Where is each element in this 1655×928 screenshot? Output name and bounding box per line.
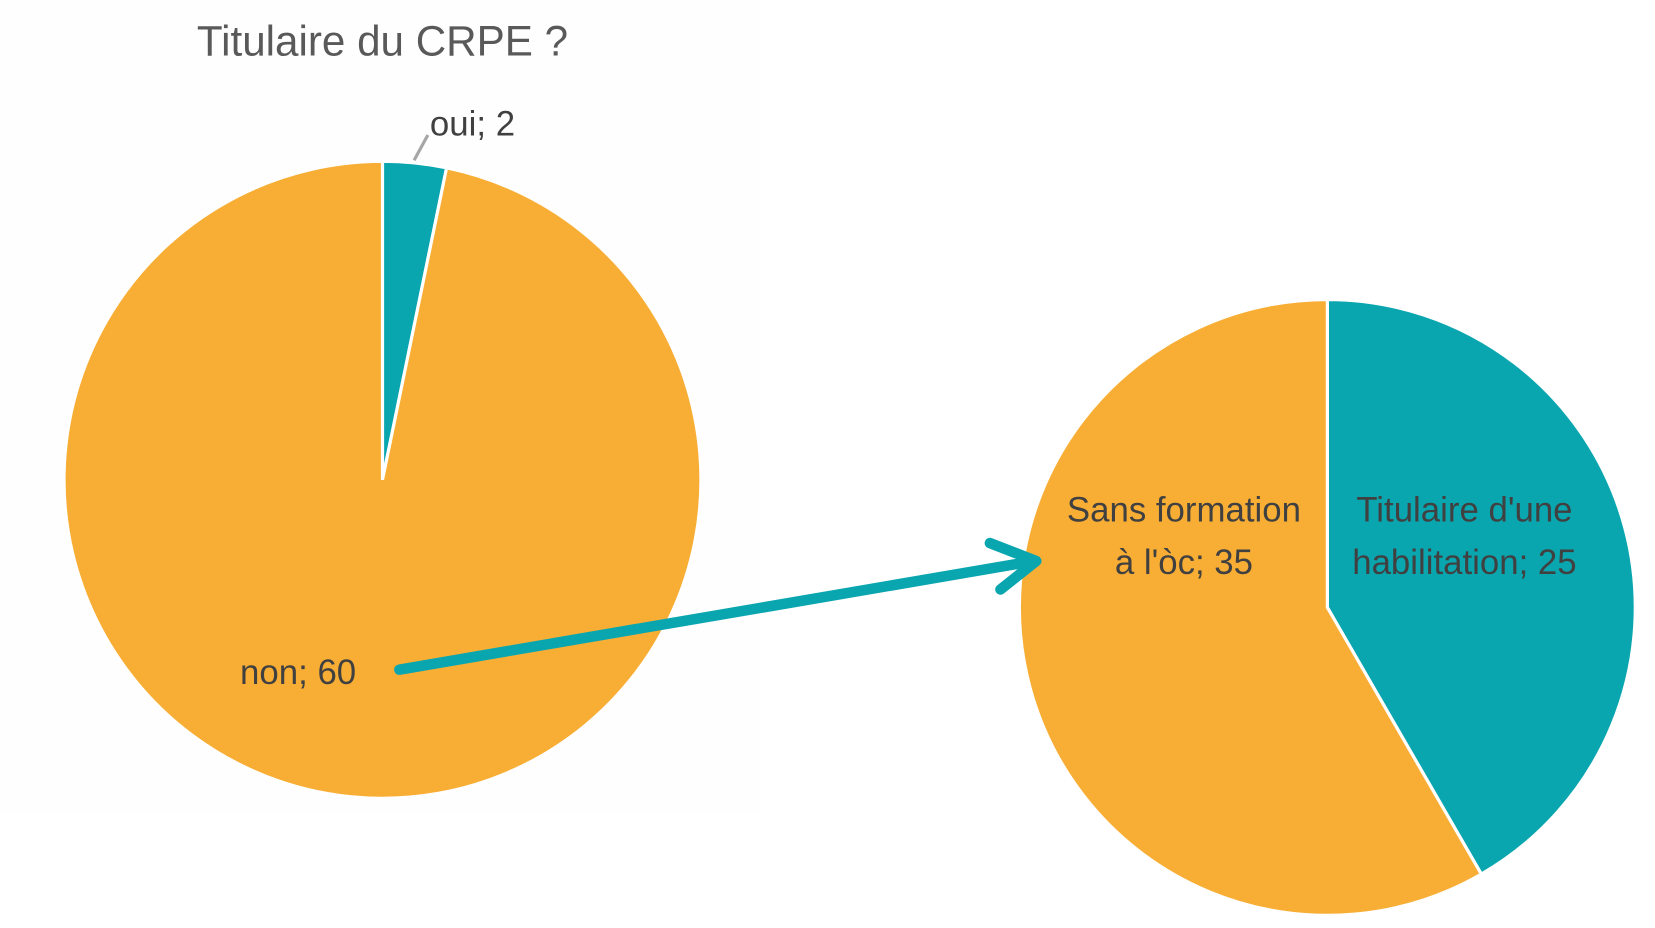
data-label: oui; 2 xyxy=(430,105,515,144)
leader-line xyxy=(412,134,430,162)
arrow-head xyxy=(984,537,1042,595)
pie-slice xyxy=(1325,297,1637,877)
pies: oui; 2 non; 60 Titulaire d'une habilitation… xyxy=(62,105,1637,917)
data-label: non; 60 xyxy=(240,653,356,692)
arrow xyxy=(394,555,1040,675)
pie-slice xyxy=(1017,297,1484,917)
chart-title: Titulaire du CRPE ? xyxy=(197,17,568,64)
data-label: Titulaire d'une habilitation; 25 xyxy=(1352,491,1576,583)
pie-slice xyxy=(62,159,703,800)
data-label: Sans formation à l'òc; 35 xyxy=(1067,491,1301,583)
